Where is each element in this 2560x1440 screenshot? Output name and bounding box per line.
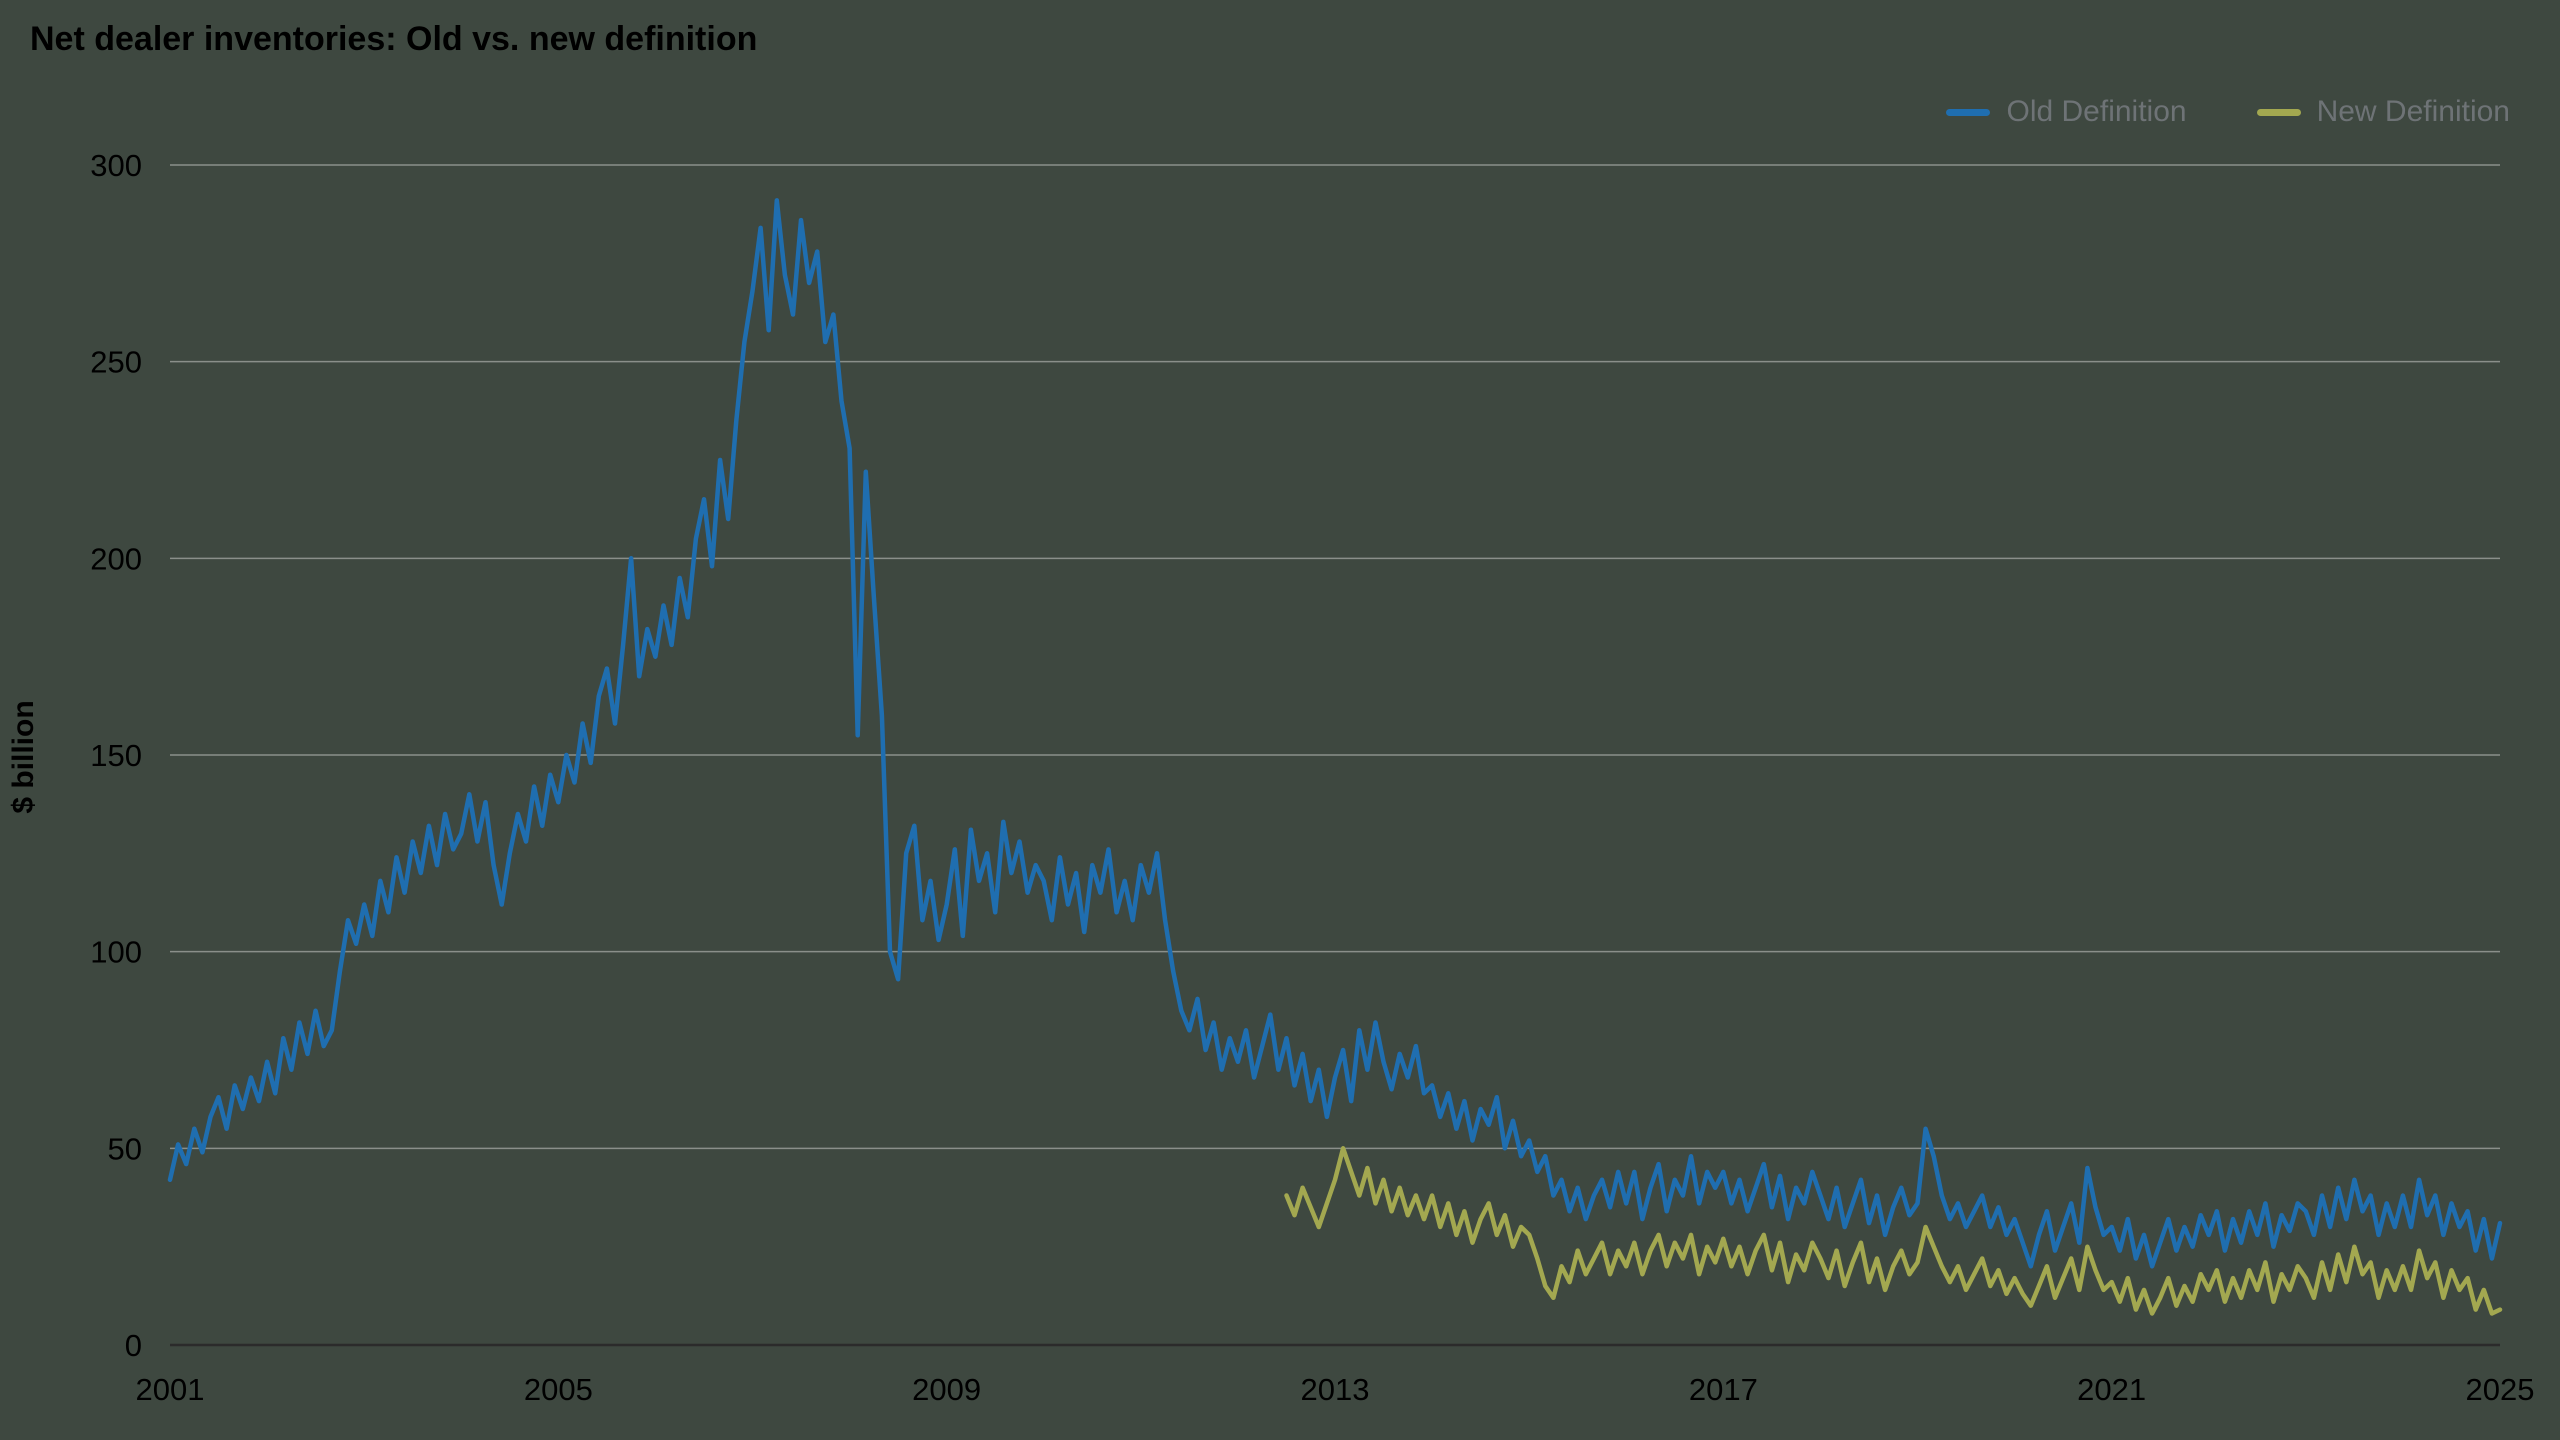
chart-title: Net dealer inventories: Old vs. new defi…	[30, 20, 758, 58]
series-old-definition-line	[167, 198, 2503, 1269]
y-tick-label: 0	[125, 1328, 142, 1363]
y-tick-label: 250	[90, 345, 142, 380]
y-tick-label: 150	[90, 738, 142, 773]
legend-swatch	[1946, 108, 1991, 116]
legend-item: New Definition	[2256, 95, 2510, 129]
x-tick-label: 2013	[1301, 1372, 1370, 1407]
y-tick-label: 100	[90, 935, 142, 970]
y-tick-label: 200	[90, 541, 142, 576]
x-tick-label: 2009	[912, 1372, 981, 1407]
x-tick-label: 2025	[2466, 1372, 2535, 1407]
x-tick-label: 2021	[2077, 1372, 2146, 1407]
legend-label: Old Definition	[2006, 95, 2187, 128]
series-new-definition-line	[1284, 1146, 2503, 1316]
x-tick-label: 2005	[524, 1372, 593, 1407]
y-tick-label: 50	[108, 1131, 142, 1166]
legend-swatch	[2256, 108, 2301, 116]
x-tick-label: 2017	[1689, 1372, 1758, 1407]
x-tick-label: 2001	[136, 1372, 205, 1407]
y-tick-label: 300	[90, 148, 142, 183]
legend: Old Definition New Definition	[1946, 95, 2510, 129]
legend-item: Old Definition	[1946, 95, 2187, 129]
legend-label: New Definition	[2316, 95, 2510, 128]
